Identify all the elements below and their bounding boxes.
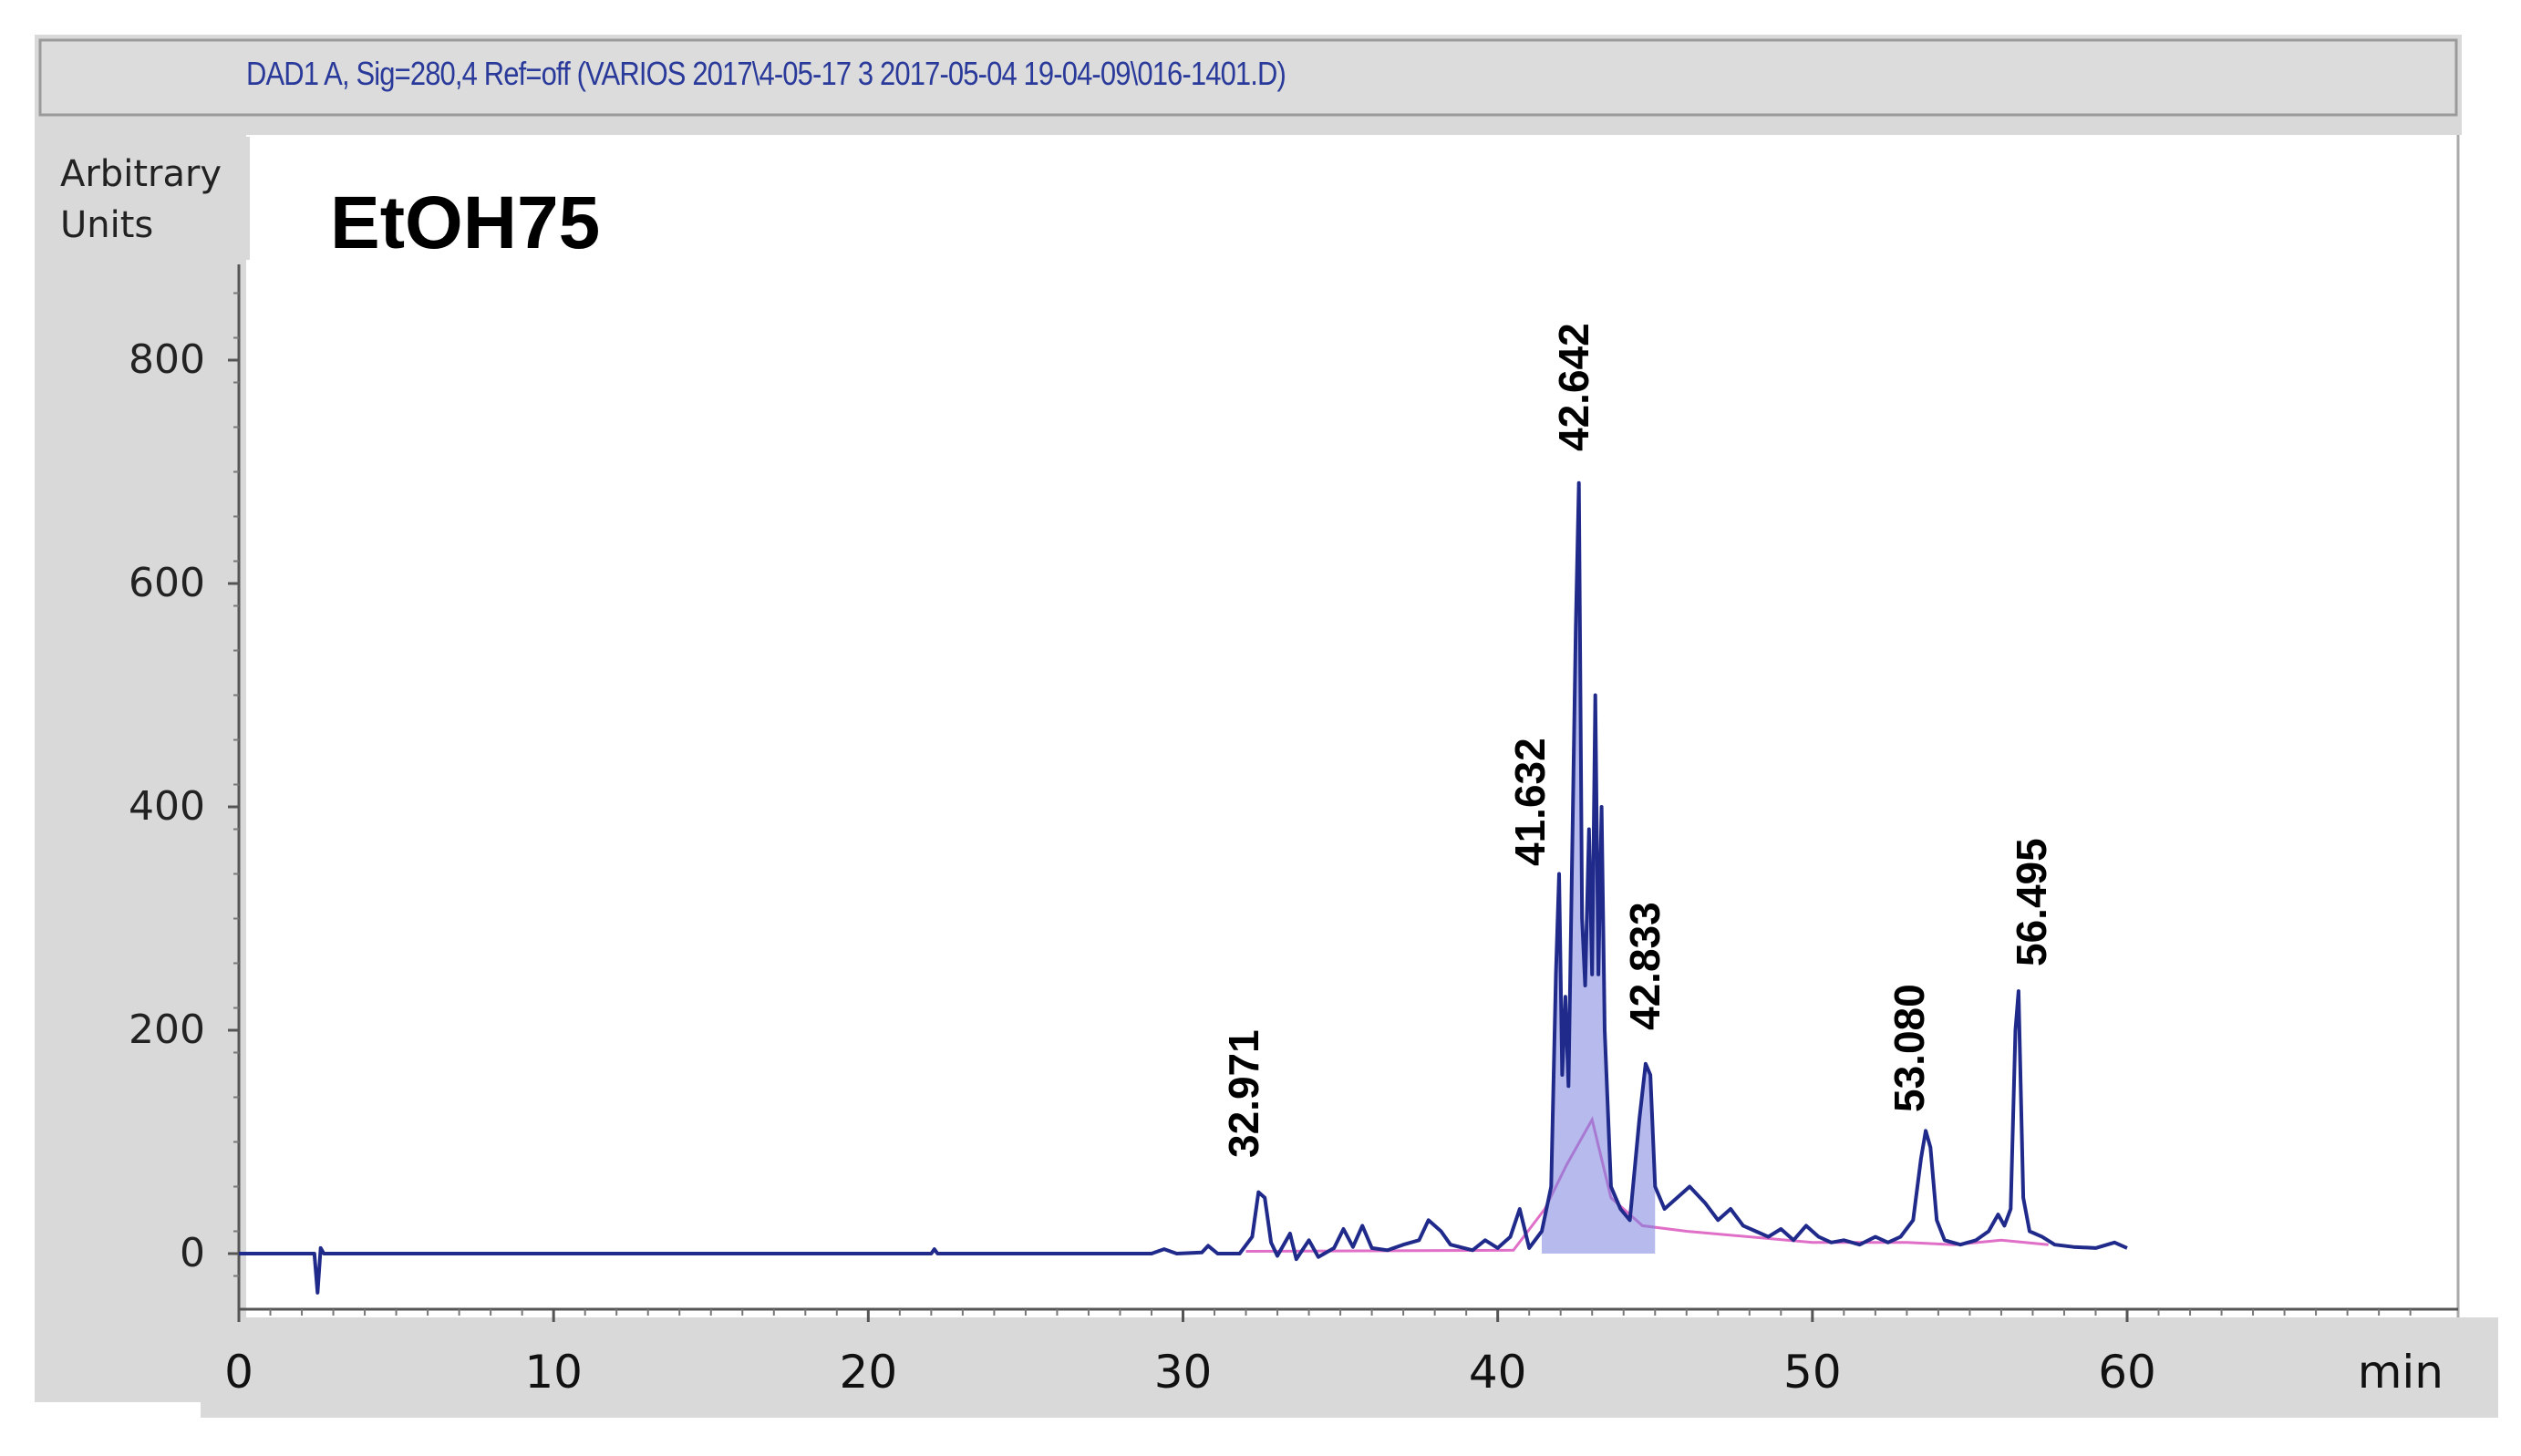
header-bar [38, 38, 2458, 117]
sample-title: EtOH75 [330, 181, 601, 264]
x-tick-label: 30 [1154, 1346, 1213, 1399]
y-tick-label: 800 [129, 336, 205, 383]
signal-layer [239, 480, 2128, 1295]
peak-label: 32.971 [1220, 1029, 1267, 1158]
x-tick-label: 20 [840, 1346, 898, 1399]
plot-area [246, 135, 2462, 1329]
y-tick-label: 400 [129, 783, 205, 830]
signal-trace [239, 480, 2128, 1295]
x-tick-strip [201, 1317, 2498, 1418]
peak-label: 56.495 [2008, 838, 2055, 966]
y-axis-label-box: Arbitrary Units [35, 137, 250, 260]
x-tick-label: 10 [524, 1346, 583, 1399]
x-tick-label: 60 [2098, 1346, 2156, 1399]
x-tick-label: 40 [1469, 1346, 1527, 1399]
y-tick-label: 600 [129, 560, 205, 606]
peak-label: 53.080 [1886, 984, 1933, 1112]
peak-label: 42.642 [1550, 323, 1597, 451]
axis-ticks: 0 200 400 600 800 0 10 20 30 40 50 60 min [129, 292, 2444, 1399]
y-axis-label-line-1: Arbitrary [60, 153, 222, 195]
peak-label-layer: 32.971 41.632 42.642 42.833 53.080 56.495 [1220, 323, 2055, 1158]
y-tick-label: 0 [180, 1230, 205, 1276]
peak-label: 42.833 [1621, 902, 1669, 1030]
peak-label: 41.632 [1506, 738, 1554, 866]
y-axis-label-line-2: Units [60, 204, 154, 246]
x-tick-label: 50 [1783, 1346, 1842, 1399]
x-axis-unit-label: min [2358, 1346, 2444, 1399]
signal-description: DAD1 A, Sig=280,4 Ref=off (VARIOS 2017\4… [246, 55, 1286, 92]
y-tick-label: 200 [129, 1007, 205, 1053]
x-tick-label: 0 [224, 1346, 253, 1399]
